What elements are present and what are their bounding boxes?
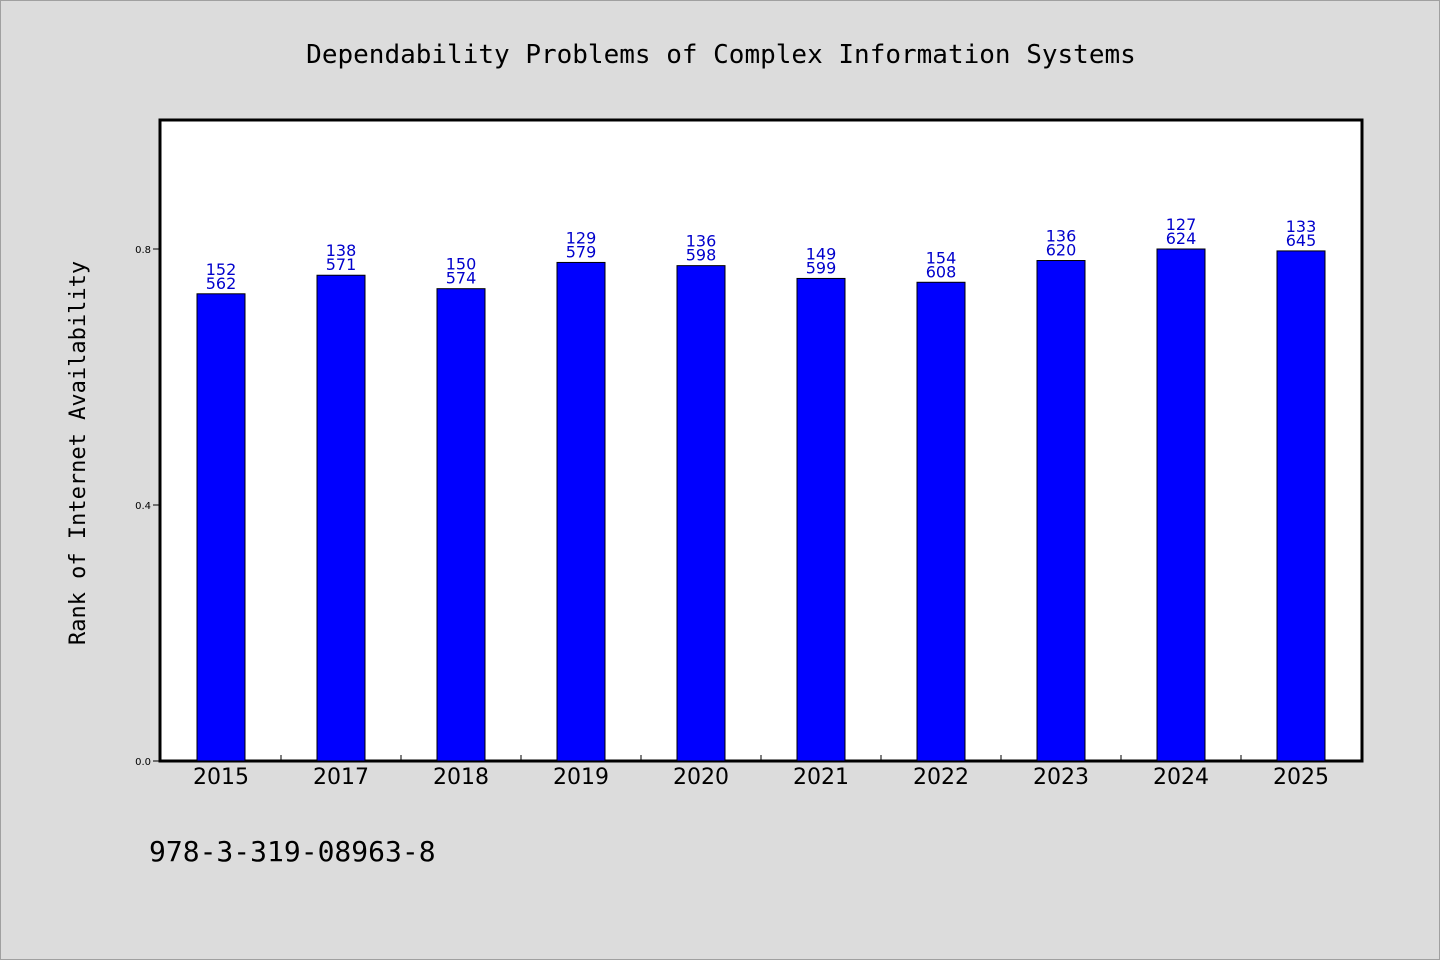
y-tick-label: 0.8 (135, 245, 151, 256)
bar (796, 277, 846, 762)
x-tick-label: 2021 (793, 765, 849, 790)
bar-label-top: 127 (1166, 215, 1197, 234)
y-tick-label: 0.4 (135, 501, 151, 512)
x-tick-label: 2018 (433, 765, 489, 790)
bar-label-top: 154 (926, 248, 957, 267)
bar-label-top: 129 (566, 228, 597, 247)
x-tick-label: 2019 (553, 765, 609, 790)
bar (916, 281, 966, 762)
bar-label-bottom: 579 (566, 242, 597, 261)
bar-label-top: 136 (1046, 227, 1077, 246)
y-axis-label: Rank of Internet Availability (66, 261, 91, 645)
bar-label-bottom: 574 (446, 269, 477, 288)
bar-label-bottom: 608 (926, 262, 957, 281)
bar-label-top: 150 (446, 255, 477, 274)
bar-label-bottom: 562 (206, 274, 237, 293)
bar-label-top: 149 (806, 244, 837, 263)
chart-title: Dependability Problems of Complex Inform… (306, 40, 1136, 70)
y-axis: 0.0 0.4 0.8 (135, 245, 161, 768)
x-tick-label: 2023 (1033, 765, 1089, 790)
isbn-text: 978-3-319-08963-8 (149, 835, 436, 868)
bar (196, 293, 246, 762)
x-tick-label: 2022 (913, 765, 969, 790)
bar-label-bottom: 620 (1046, 241, 1077, 260)
x-tick-label: 2020 (673, 765, 729, 790)
x-tick-label: 2015 (193, 765, 249, 790)
bar-label-bottom: 599 (806, 258, 837, 277)
bar-label-top: 138 (326, 241, 357, 260)
x-tick-label: 2025 (1273, 765, 1329, 790)
bar-label-bottom: 645 (1286, 231, 1317, 250)
bar (436, 288, 486, 762)
bar (556, 261, 606, 762)
bar (676, 265, 726, 762)
bar-label-bottom: 598 (686, 246, 717, 265)
bar-label-bottom: 571 (326, 255, 357, 274)
y-tick-label: 0.0 (135, 757, 151, 768)
bar-label-bottom: 624 (1166, 229, 1197, 248)
x-tick-label: 2017 (313, 765, 369, 790)
bar (1036, 260, 1086, 762)
bar-label-top: 136 (686, 232, 717, 251)
x-tick-label: 2024 (1153, 765, 1209, 790)
bar-label-top: 152 (206, 260, 237, 279)
bar (1276, 250, 1326, 762)
bar (316, 274, 366, 762)
bar-label-top: 133 (1286, 217, 1317, 236)
bar-series (196, 248, 1326, 762)
bar (1156, 248, 1206, 762)
x-axis: 2015 2017 2018 2019 2020 2021 2022 2023 2024 2025 (193, 755, 1329, 790)
